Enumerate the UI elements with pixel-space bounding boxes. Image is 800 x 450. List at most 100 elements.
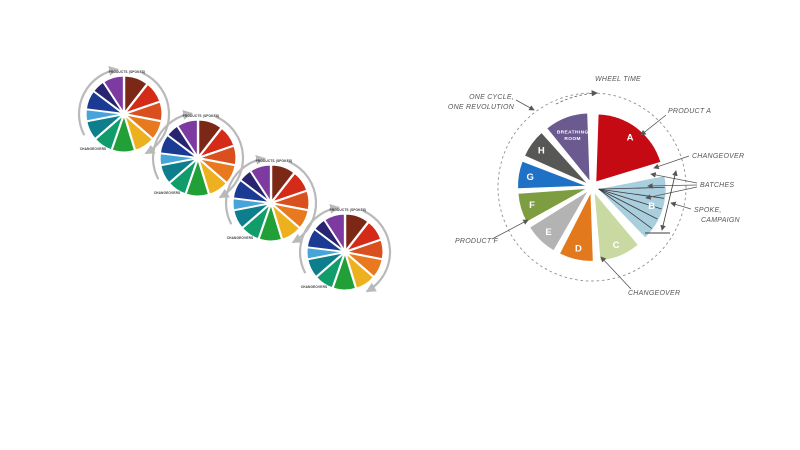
- wheel-slice: [232, 179, 272, 204]
- small-wheel-1: PRODUCTS (SPOKES) CHANGEOVERS: [77, 65, 171, 155]
- wheel-slice: [344, 251, 383, 278]
- one-cycle-arrow: [515, 99, 535, 111]
- slice-letter-d: D: [575, 243, 582, 254]
- label-changeover-right: CHANGEOVER: [692, 153, 744, 160]
- wheel-slice: [345, 252, 375, 289]
- small-wheel-4: PRODUCTS (SPOKES) CHANGEOVERS: [298, 203, 392, 293]
- slice-letter-a: A: [627, 133, 634, 144]
- rotation-arrow-left: [298, 203, 340, 274]
- wheel-slice: [344, 239, 384, 260]
- label-batches: BATCHES: [700, 182, 734, 189]
- big-slice-g: [518, 161, 586, 189]
- wheel-slice: [159, 134, 199, 159]
- label-spoke-campaign: CAMPAIGN: [701, 217, 741, 224]
- wheel-slice: [177, 119, 198, 158]
- wheel-slice: [233, 202, 272, 229]
- big-slice-a: [596, 114, 661, 182]
- slice-letter-b: B: [648, 201, 655, 212]
- wheel-slice: [103, 75, 124, 114]
- wheel-slice: [324, 213, 345, 252]
- label-one-cycle: ONE CYCLE,: [469, 94, 514, 101]
- wheel-slice: [271, 203, 301, 240]
- wheel-slice: [93, 81, 124, 113]
- wheel-slice: [232, 198, 270, 211]
- changeover-bottom-arrow: [600, 256, 632, 290]
- batch-divider-line: [598, 188, 652, 229]
- batch-divider-line: [598, 188, 662, 210]
- wheel-slice: [124, 83, 161, 114]
- rotation-arrow-right: [362, 209, 392, 293]
- slice-letter-h: H: [538, 145, 545, 156]
- rotation-arrow-left: [77, 65, 119, 136]
- small-wheel-changeovers-label: CHANGEOVERS: [227, 236, 254, 240]
- big-slice-breathing-room: [547, 113, 590, 181]
- big-slice-h: [525, 133, 587, 183]
- wheel-slice: [271, 164, 295, 203]
- wheel-slice: [160, 157, 199, 184]
- wheel-slice: [124, 75, 148, 114]
- label-one-cycle: ONE REVOLUTION: [448, 104, 515, 111]
- wheel-slice: [198, 158, 228, 195]
- spoke-extent-dimension-line: [660, 170, 678, 231]
- breathing-room-label: BREATHING: [557, 129, 589, 135]
- breathing-room-label: ROOM: [564, 136, 581, 142]
- wheel-slice: [306, 228, 346, 253]
- small-wheel-changeovers-label: CHANGEOVERS: [154, 191, 181, 195]
- wheel-slice: [314, 219, 345, 251]
- wheel-slice: [159, 153, 197, 166]
- label-wheel-time: WHEEL TIME: [595, 76, 641, 83]
- wheel-slice: [123, 113, 162, 140]
- wheel-slice: [167, 125, 198, 157]
- wheel-slice: [240, 170, 271, 202]
- wheel-slice: [124, 114, 154, 151]
- slice-letter-g: G: [527, 172, 534, 183]
- wheel-slice: [270, 190, 310, 211]
- small-wheel-2: PRODUCTS (SPOKES) CHANGEOVERS: [151, 109, 245, 199]
- small-wheel-changeovers-label: CHANGEOVERS: [80, 147, 107, 151]
- wheel-slice: [185, 158, 210, 197]
- wheel-slice: [197, 145, 237, 166]
- small-wheel-title: PRODUCTS (SPOKES): [256, 159, 293, 163]
- wheel-slice: [198, 119, 222, 158]
- big-slice-c: [594, 193, 638, 261]
- slice-letter-f: F: [529, 200, 535, 211]
- batch-divider-line: [598, 187, 665, 190]
- wheel-slice: [306, 247, 344, 260]
- cycle-dashed-circle: [497, 92, 687, 282]
- wheel-slice: [332, 252, 357, 291]
- rotation-arrow-right: [141, 71, 171, 155]
- rotation-arrow-left: [151, 109, 193, 180]
- wheel-slice: [198, 127, 235, 158]
- wheel-slice: [85, 109, 123, 122]
- rotation-arrow-right: [215, 115, 245, 199]
- wheel-slice: [271, 172, 308, 203]
- small-wheel-changeovers-label: CHANGEOVERS: [301, 285, 328, 289]
- wheel-slice: [345, 221, 382, 252]
- slice-letter-e: E: [545, 227, 551, 238]
- slice-letter-c: C: [613, 240, 620, 251]
- big-slice-d: [560, 193, 593, 261]
- rotation-arrow-left: [224, 154, 266, 225]
- wheel-slice: [307, 251, 346, 278]
- wheel-slice: [94, 113, 125, 151]
- wheel-slice: [168, 157, 199, 195]
- small-wheel-title: PRODUCTS (SPOKES): [330, 208, 367, 212]
- label-changeover-bottom: CHANGEOVER: [628, 290, 680, 297]
- wheel-time-direction-arrow: [555, 90, 598, 105]
- big-slice-f: [518, 189, 586, 222]
- wheel-slice: [111, 114, 136, 153]
- product-f-arrow: [491, 219, 529, 240]
- wheel-slice: [315, 251, 346, 289]
- changeover-right-arrow: [653, 155, 690, 170]
- wheel-slice: [258, 203, 283, 242]
- label-product-f: PRODUCT F: [455, 238, 499, 245]
- batch-divider-line: [598, 188, 658, 220]
- spoke-campaign-arrow: [670, 201, 692, 210]
- wheel-slice: [123, 101, 163, 122]
- label-product-a: PRODUCT A: [668, 108, 711, 115]
- small-wheel-title: PRODUCTS (SPOKES): [183, 114, 220, 118]
- wheel-slice: [85, 90, 125, 115]
